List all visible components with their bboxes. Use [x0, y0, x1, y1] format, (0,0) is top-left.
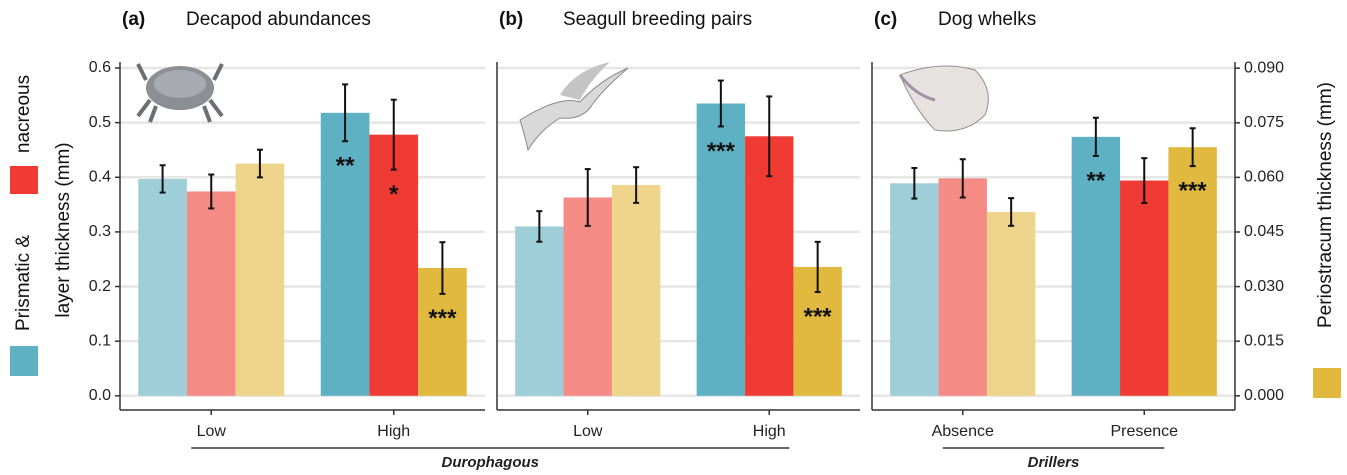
significance-label: *** [707, 138, 736, 165]
significance-label: * [389, 181, 399, 208]
seagull-icon [520, 62, 628, 150]
bar [187, 191, 236, 395]
significance-label: *** [804, 303, 833, 330]
crab-icon [138, 64, 222, 122]
legend-swatch [10, 166, 38, 194]
panel-label: (c) [874, 9, 897, 30]
y-label-line: nacreous [13, 75, 34, 153]
significance-label: *** [1179, 177, 1208, 204]
y2-axis-label: Periostracum thickness (mm) [1315, 82, 1336, 328]
y2-tick-label: 0.060 [1244, 169, 1284, 186]
x-tick-label: High [377, 423, 410, 440]
y-tick-label: 0.0 [89, 387, 111, 404]
y-tick-label: 0.2 [89, 278, 111, 295]
y2-tick-label: 0.045 [1244, 223, 1284, 240]
y-label-line: layer thickness (mm) [53, 142, 74, 317]
y-tick-label: 0.4 [89, 168, 111, 185]
significance-label: ** [336, 153, 355, 180]
bar [612, 185, 660, 396]
chart-title: Decapod abundances [186, 9, 371, 30]
group-label: Durophagous [442, 454, 540, 471]
x-tick-label: Low [197, 423, 227, 440]
bar [939, 178, 987, 395]
bar [138, 179, 187, 396]
y2-tick-label: 0.075 [1244, 114, 1284, 131]
bar [987, 212, 1035, 396]
legend-swatch [1313, 368, 1341, 398]
y2-tick-label: 0.015 [1244, 332, 1284, 349]
bar [1120, 181, 1168, 396]
whelk-icon [900, 66, 988, 131]
y2-tick-label: 0.000 [1244, 387, 1284, 404]
y2-tick-label: 0.030 [1244, 278, 1284, 295]
bar [369, 135, 418, 396]
chart: 0.0 0.1 0.2 0.3 0.4 0.5 0.6 (a) Decapod abundanc… [0, 0, 1347, 475]
x-tick-label: Presence [1110, 423, 1178, 440]
x-tick-label: Low [573, 423, 603, 440]
bar [236, 164, 285, 396]
y-tick-label: 0.1 [89, 332, 111, 349]
x-tick-label: Absence [932, 423, 994, 440]
panel-label: (b) [499, 9, 523, 30]
bar [890, 183, 938, 396]
y-axis-label: Prismatic & nacreous layer thickness (mm) [10, 75, 74, 376]
y2-tick-label: 0.090 [1244, 59, 1284, 76]
x-tick-label: High [753, 423, 786, 440]
bar [564, 197, 612, 395]
significance-label: *** [428, 305, 457, 332]
bar [515, 226, 563, 395]
chart-title: Seagull breeding pairs [563, 9, 752, 30]
chart-title: Dog whelks [938, 9, 1036, 30]
significance-label: ** [1087, 167, 1106, 194]
y-tick-label: 0.5 [89, 114, 111, 131]
y-tick-label: 0.3 [89, 223, 111, 240]
y-label-line: Prismatic & [13, 235, 34, 331]
y-tick-label: 0.6 [89, 59, 111, 76]
group-label: Drillers [1028, 454, 1080, 471]
panel-label: (a) [122, 9, 145, 30]
legend-swatch [10, 346, 38, 376]
